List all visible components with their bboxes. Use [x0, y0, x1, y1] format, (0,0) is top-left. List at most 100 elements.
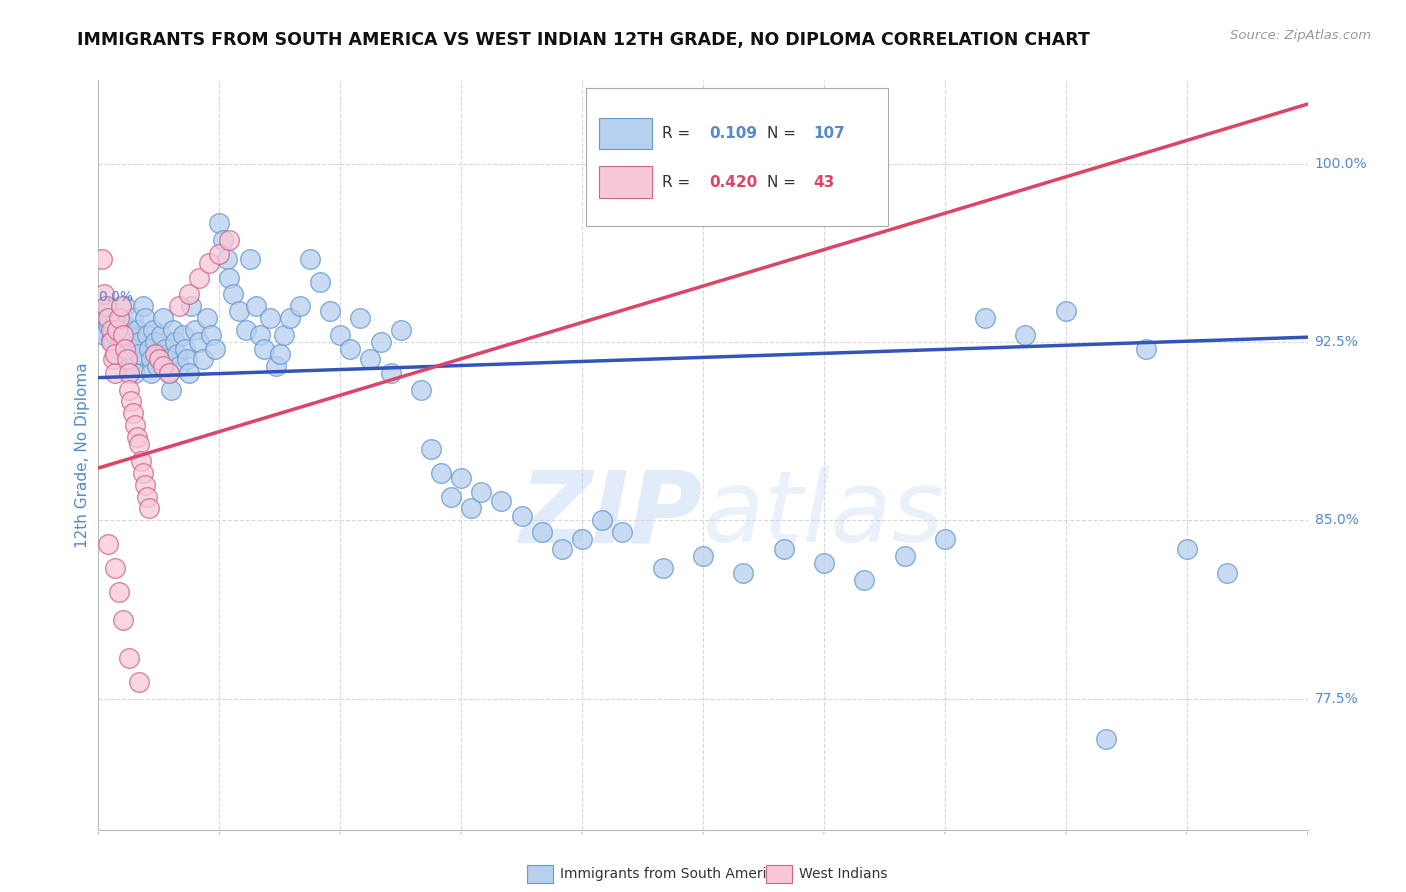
Point [103, 316, 125, 330]
Point [188, 270, 211, 285]
Point [101, 323, 124, 337]
Point [179, 287, 201, 301]
Text: N =: N = [768, 126, 801, 141]
FancyBboxPatch shape [599, 167, 652, 198]
Point [101, 334, 124, 349]
Point [349, 311, 371, 326]
Point [121, 342, 143, 356]
Text: 85.0%: 85.0% [1315, 513, 1358, 527]
Point [893, 549, 915, 563]
Text: Immigrants from South America: Immigrants from South America [560, 867, 782, 881]
Point [93, 287, 115, 301]
Text: atlas: atlas [703, 467, 945, 564]
Point [259, 311, 281, 326]
Point [188, 334, 211, 349]
Point [208, 216, 231, 230]
Text: West Indians: West Indians [799, 867, 887, 881]
Point [974, 311, 997, 326]
Point [135, 490, 157, 504]
Point [591, 513, 613, 527]
Point [460, 501, 482, 516]
Point [115, 351, 138, 366]
Point [204, 342, 226, 356]
Point [156, 351, 179, 366]
Point [389, 323, 412, 337]
Point [139, 351, 162, 366]
Point [110, 299, 132, 313]
Point [138, 501, 160, 516]
Point [120, 394, 142, 409]
Text: 43: 43 [813, 175, 834, 190]
Point [571, 533, 593, 547]
Point [299, 252, 322, 266]
Point [235, 323, 257, 337]
Point [269, 347, 291, 361]
Point [179, 366, 201, 380]
Point [149, 327, 172, 342]
Point [146, 359, 169, 373]
Text: 107: 107 [813, 126, 845, 141]
Point [111, 334, 134, 349]
Point [148, 347, 170, 361]
Point [733, 566, 755, 580]
Point [222, 287, 245, 301]
Point [167, 299, 190, 313]
Point [380, 366, 402, 380]
Point [101, 351, 124, 366]
Point [105, 323, 128, 337]
Point [551, 541, 574, 556]
Point [160, 383, 183, 397]
Point [100, 334, 122, 349]
Y-axis label: 12th Grade, No Diploma: 12th Grade, No Diploma [75, 362, 90, 548]
Point [1095, 732, 1118, 747]
Point [1014, 327, 1036, 342]
Point [110, 327, 132, 342]
Text: 0.109: 0.109 [709, 126, 756, 141]
Point [134, 311, 156, 326]
Point [450, 470, 472, 484]
Point [97, 311, 120, 326]
Point [100, 333, 122, 347]
Text: N =: N = [768, 175, 801, 190]
Point [103, 347, 125, 361]
Text: 100.0%: 100.0% [1315, 156, 1367, 170]
Point [139, 366, 162, 380]
Point [1135, 342, 1157, 356]
Point [853, 573, 876, 587]
Point [612, 525, 634, 540]
Point [103, 366, 125, 380]
Point [530, 525, 553, 540]
Point [132, 299, 155, 313]
Point [510, 508, 533, 523]
FancyBboxPatch shape [586, 87, 889, 227]
Point [107, 311, 129, 326]
Point [114, 318, 136, 333]
Point [319, 304, 342, 318]
Point [120, 327, 142, 342]
Point [100, 323, 122, 337]
Point [264, 359, 287, 373]
Point [142, 323, 165, 337]
Point [166, 347, 188, 361]
Point [107, 311, 129, 326]
Point [193, 351, 215, 366]
Point [132, 466, 155, 480]
Point [409, 383, 432, 397]
Point [153, 342, 176, 356]
Point [430, 466, 453, 480]
Point [253, 342, 276, 356]
Point [103, 561, 125, 575]
Point [329, 327, 352, 342]
FancyBboxPatch shape [599, 118, 652, 149]
Point [218, 233, 240, 247]
Point [128, 347, 150, 361]
Text: R =: R = [662, 126, 695, 141]
Point [440, 490, 463, 504]
Point [125, 430, 148, 444]
Point [157, 366, 180, 380]
Text: 92.5%: 92.5% [1315, 334, 1358, 349]
Point [121, 311, 143, 326]
Point [115, 347, 138, 361]
Point [118, 366, 141, 380]
Point [138, 342, 160, 356]
